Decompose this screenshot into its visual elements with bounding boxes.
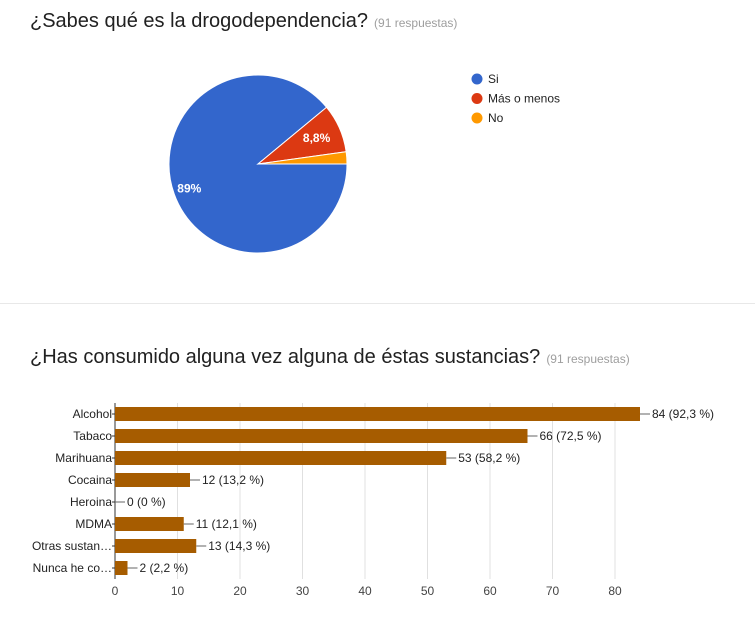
value-label-0: 84 (92,3 %) [652, 407, 714, 421]
x-tick-label-10: 10 [171, 584, 185, 598]
x-tick-label-20: 20 [233, 584, 247, 598]
x-tick-label-80: 80 [608, 584, 622, 598]
question-2-response-count: (91 respuestas) [546, 352, 630, 366]
bar-2 [115, 451, 447, 465]
value-label-1: 66 (72,5 %) [540, 429, 602, 443]
question-1-title: ¿Sabes qué es la drogodependencia? (91 re… [30, 10, 457, 33]
x-tick-label-30: 30 [296, 584, 310, 598]
category-label-4: Heroina [70, 495, 112, 509]
bar-0 [115, 407, 640, 421]
category-label-7: Nunca he co… [33, 561, 112, 575]
question-2-text: ¿Has consumido alguna vez alguna de ésta… [30, 346, 541, 368]
value-label-6: 13 (14,3 %) [208, 539, 270, 553]
section-divider [0, 303, 755, 304]
x-tick-label-60: 60 [483, 584, 497, 598]
pie-slices: 89% 8,8% [168, 74, 348, 254]
legend-swatch-2 [471, 112, 483, 124]
bar-1 [115, 429, 528, 443]
category-label-5: MDMA [75, 517, 112, 531]
pie-slice-label-1: 8,8% [303, 131, 331, 145]
question-1-response-count: (91 respuestas) [374, 16, 458, 30]
category-label-3: Cocaina [68, 473, 112, 487]
pie-slice-label-0: 89% [177, 182, 201, 196]
value-label-5: 11 (12,1 %) [196, 517, 257, 531]
legend-label-1: Más o menos [488, 92, 560, 106]
legend-label-2: No [488, 111, 504, 125]
bar-5 [115, 517, 184, 531]
value-label-7: 2 (2,2 %) [140, 561, 189, 575]
legend-swatch-0 [471, 73, 483, 85]
bar-3 [115, 473, 190, 487]
x-tick-label-50: 50 [421, 584, 435, 598]
category-label-2: Marihuana [55, 451, 112, 465]
category-label-0: Alcohol [73, 407, 112, 421]
legend-label-0: Si [488, 72, 499, 86]
bar-series: Alcohol 84 (92,3 %) Tabaco 66 (72,5 %) Marih… [32, 407, 714, 575]
bar-7 [115, 561, 128, 575]
category-label-1: Tabaco [73, 429, 112, 443]
pie-legend: Si Más o menos No [471, 72, 560, 125]
x-tick-label-0: 0 [112, 584, 119, 598]
x-tick-label-70: 70 [546, 584, 560, 598]
category-label-6: Otras sustan… [32, 539, 112, 553]
bar-6 [115, 539, 197, 553]
value-label-3: 12 (13,2 %) [202, 473, 264, 487]
value-label-2: 53 (58,2 %) [458, 451, 520, 465]
x-tick-label-40: 40 [358, 584, 372, 598]
value-label-4: 0 (0 %) [127, 495, 166, 509]
legend-swatch-1 [471, 93, 483, 104]
pie-chart: 89% 8,8% Si Más o menos No [168, 72, 560, 254]
question-1-text: ¿Sabes qué es la drogodependencia? [30, 10, 369, 32]
question-2-title: ¿Has consumido alguna vez alguna de ésta… [30, 346, 630, 369]
pie-slice-2 [257, 151, 348, 165]
